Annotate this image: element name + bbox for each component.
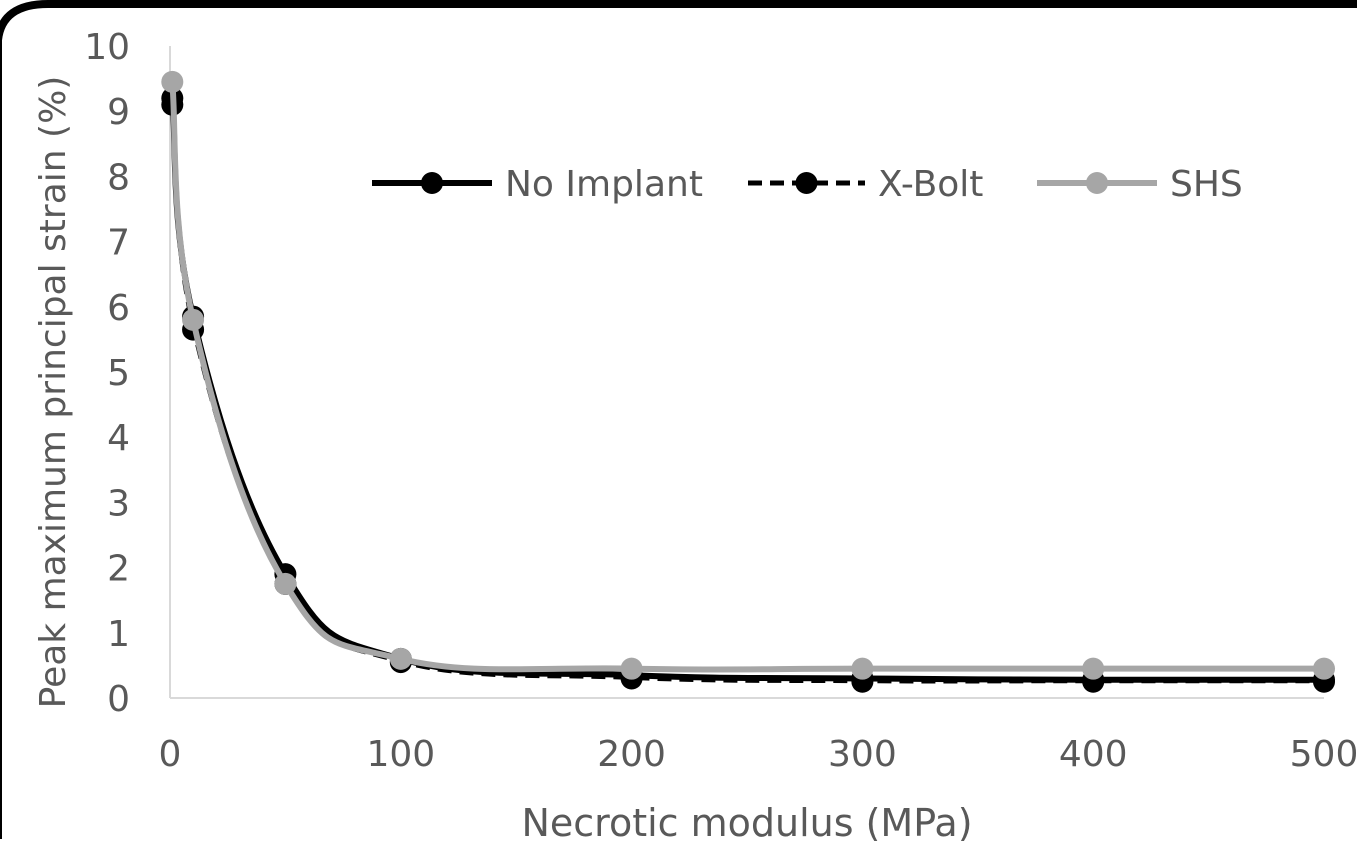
legend: No Implant X-Bolt SHS [372, 164, 1243, 205]
legend-marker [795, 172, 818, 194]
legend-label: No Implant [505, 164, 703, 205]
y-tick-label: 10 [84, 27, 130, 68]
y-tick-label: 9 [107, 92, 130, 133]
legend-entry-0: No Implant [372, 164, 703, 205]
data-point [182, 308, 205, 331]
y-tick-label: 8 [107, 157, 130, 198]
y-tick-label: 4 [107, 418, 130, 459]
data-point [1082, 657, 1105, 680]
legend-marker [421, 172, 443, 194]
legend-label: SHS [1170, 164, 1243, 205]
legend-label: X-Bolt [878, 164, 983, 205]
y-tick-label: 7 [107, 223, 130, 264]
series-0 [161, 87, 1335, 691]
legend-marker [1086, 172, 1108, 194]
y-tick-label: 0 [107, 679, 130, 720]
x-tick-label: 200 [597, 734, 666, 775]
series-layer [161, 70, 1335, 693]
y-axis-label: Peak maximum principal strain (%) [33, 76, 74, 709]
series-2 [161, 70, 1335, 680]
data-point [389, 647, 412, 670]
data-point [620, 657, 643, 680]
y-tick-label: 5 [107, 353, 130, 394]
y-tick-label: 1 [107, 614, 130, 655]
series-line [169, 81, 1324, 673]
y-tick-label: 2 [107, 549, 130, 590]
data-point [274, 572, 297, 595]
data-point [1313, 657, 1335, 680]
x-tick-label: 300 [828, 734, 897, 775]
x-tick-label: 100 [366, 734, 435, 775]
series-line [170, 104, 1324, 684]
y-tick-label: 6 [107, 288, 130, 329]
legend-entry-2: SHS [1037, 164, 1243, 205]
data-point [851, 657, 874, 680]
x-tick-label: 500 [1290, 734, 1357, 775]
axes: 0 100 200 300 400 500 0 1 2 3 4 5 6 7 8 9 10 [84, 27, 1357, 775]
y-tick-label: 3 [107, 483, 130, 524]
x-tick-label: 400 [1059, 734, 1128, 775]
data-point [161, 70, 184, 93]
x-tick-label: 0 [159, 734, 182, 775]
x-axis-label: Necrotic modulus (MPa) [521, 801, 972, 841]
legend-entry-1: X-Bolt [748, 164, 983, 205]
